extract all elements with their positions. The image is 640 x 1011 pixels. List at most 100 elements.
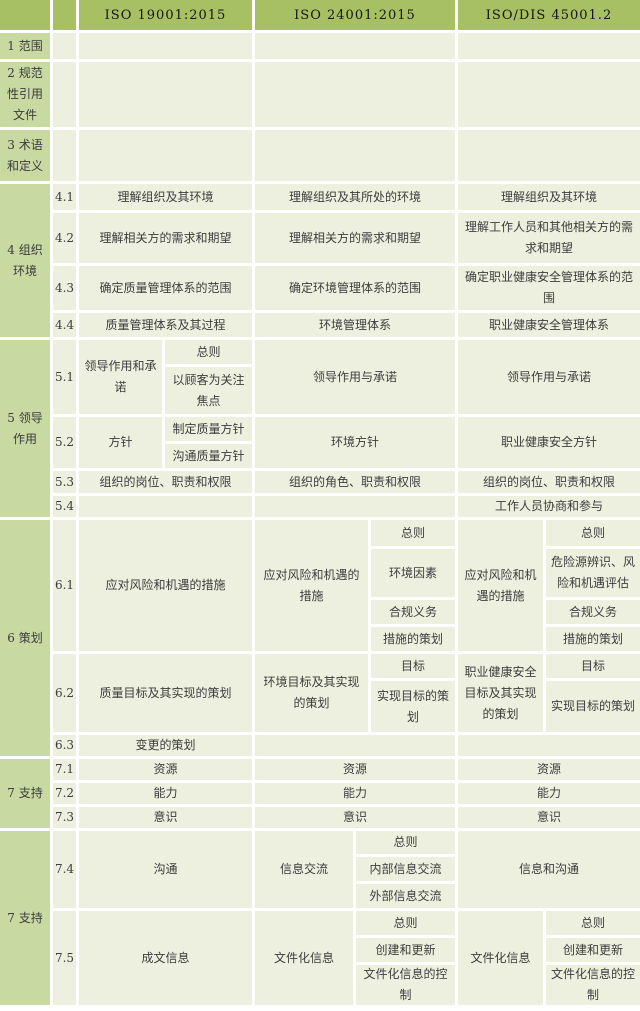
row-4-4-iso45001: 职业健康安全管理体系: [458, 313, 640, 337]
row-7-5-iso45001-sub-3: 文件化信息的控制: [546, 965, 640, 1005]
row-6-2-iso24001-sub-1: 目标: [371, 654, 455, 678]
row-1-iso45001: [458, 33, 640, 59]
row-7-5: 7.5 成文信息 文件化信息 总则 创建和更新 文件化信息的控制 文件化信息 总…: [53, 911, 640, 1005]
row-5-1-iso19001-sub-2: 以顾客为关注焦点: [165, 367, 252, 414]
clause-5-4: 5.4: [53, 496, 76, 517]
clause-7-5: 7.5: [53, 911, 76, 1005]
row-2: 2 规范性引用文件: [0, 62, 640, 127]
row-5-3-iso45001: 组织的岗位、职责和权限: [458, 471, 640, 493]
row-6-2: 6.2 质量目标及其实现的策划 环境目标及其实现的策划 目标 实现目标的策划 职…: [53, 654, 640, 732]
clause-7-1: 7.1: [53, 759, 76, 780]
row-7-5-iso45001-sub-2: 创建和更新: [546, 938, 640, 962]
row-6-1-iso19001: 应对风险和机遇的措施: [79, 520, 252, 651]
row-7-3: 7.3 意识 意识 意识: [53, 807, 640, 828]
clause-4-4: 4.4: [53, 313, 76, 337]
row-7-3-iso19001: 意识: [79, 807, 252, 828]
row-7-5-iso24001-sub-2: 创建和更新: [356, 938, 455, 962]
header-iso24001: ISO 24001:2015: [255, 0, 455, 30]
row-5-1-iso45001: 领导作用与承诺: [458, 340, 640, 414]
row-7-1-iso45001: 资源: [458, 759, 640, 780]
row-6-2-iso24001-sub-2: 实现目标的策划: [371, 681, 455, 732]
row-7-5-iso45001-sub-1: 总则: [546, 911, 640, 935]
row-4-2-iso24001: 理解相关方的需求和期望: [255, 213, 455, 263]
section-6-label: 6 策划: [0, 520, 50, 756]
row-6-1: 6.1 应对风险和机遇的措施 应对风险和机遇的措施 总则 环境因素 合规义务 措…: [53, 520, 640, 651]
section-7a-label: 7 支持: [0, 759, 50, 828]
clause-4-1: 4.1: [53, 184, 76, 210]
row-6-1-iso45001-subrows: 总则 危险源辨识、风险和机遇评估 合规义务 措施的策划: [546, 520, 640, 651]
row-6-1-iso24001-sub-3: 合规义务: [371, 600, 455, 624]
row-4-1-iso19001: 理解组织及其环境: [79, 184, 252, 210]
row-7-1-iso19001: 资源: [79, 759, 252, 780]
section-1-label: 1 范围: [0, 33, 50, 59]
row-6-1-iso45001-main: 应对风险和机遇的措施: [458, 520, 543, 651]
row-6-1-iso24001-sub-1: 总则: [371, 520, 455, 546]
row-4-1-iso45001: 理解组织及其环境: [458, 184, 640, 210]
row-5-2: 5.2 方针 制定质量方针 沟通质量方针 环境方针 职业健康安全方针: [53, 417, 640, 468]
row-3: 3 术语和定义: [0, 130, 640, 181]
header-iso45001: ISO/DIS 45001.2: [458, 0, 640, 30]
row-7-4-iso24001-subrows: 总则 内部信息交流 外部信息交流: [356, 831, 455, 908]
section-4: 4 组织环境 4.1 理解组织及其环境 理解组织及其所处的环境 理解组织及其环境…: [0, 184, 640, 337]
row-4-3: 4.3 确定质量管理体系的范围 确定环境管理体系的范围 确定职业健康安全管理体系…: [53, 266, 640, 310]
header-clause-cell: [53, 0, 76, 30]
row-7-4-iso24001-sub-3: 外部信息交流: [356, 884, 455, 908]
row-4-2-iso45001: 理解工作人员和其他相关方的需求和期望: [458, 213, 640, 263]
clause-6-3: 6.3: [53, 735, 76, 756]
row-1-iso24001: [255, 33, 455, 59]
clause-7-3: 7.3: [53, 807, 76, 828]
header-iso19001: ISO 19001:2015: [79, 0, 252, 30]
row-2-iso45001: [458, 62, 640, 127]
clause-4-3: 4.3: [53, 266, 76, 310]
clause-7-2: 7.2: [53, 783, 76, 804]
row-7-3-iso24001: 意识: [255, 807, 455, 828]
section-4-label: 4 组织环境: [0, 184, 50, 337]
section-7b-label: 7 支持: [0, 831, 50, 1005]
row-4-2: 4.2 理解相关方的需求和期望 理解相关方的需求和期望 理解工作人员和其他相关方…: [53, 213, 640, 263]
clause-5-1: 5.1: [53, 340, 76, 414]
row-7-5-iso24001-sub-1: 总则: [356, 911, 455, 935]
row-3-clause: [53, 130, 76, 181]
header-section-cell: [0, 0, 50, 30]
row-5-3: 5.3 组织的岗位、职责和权限 组织的角色、职责和权限 组织的岗位、职责和权限: [53, 471, 640, 493]
row-4-3-iso45001: 确定职业健康安全管理体系的范围: [458, 266, 640, 310]
row-1: 1 范围: [0, 33, 640, 59]
row-5-4-iso45001: 工作人员协商和参与: [458, 496, 640, 517]
clause-6-1: 6.1: [53, 520, 76, 651]
row-6-3-iso19001: 变更的策划: [79, 735, 252, 756]
row-5-4-iso19001: [79, 496, 252, 517]
row-6-2-iso24001-main: 环境目标及其实现的策划: [255, 654, 368, 732]
row-4-3-iso19001: 确定质量管理体系的范围: [79, 266, 252, 310]
row-7-4: 7.4 沟通 信息交流 总则 内部信息交流 外部信息交流 信息和沟通: [53, 831, 640, 908]
row-4-1: 4.1 理解组织及其环境 理解组织及其所处的环境 理解组织及其环境: [53, 184, 640, 210]
row-6-2-iso45001-sub-2: 实现目标的策划: [546, 681, 640, 732]
row-7-5-iso24001-sub-3: 文件化信息的控制: [356, 965, 455, 1005]
row-7-5-iso45001-subrows: 总则 创建和更新 文件化信息的控制: [546, 911, 640, 1005]
row-5-2-iso19001-sub-1: 制定质量方针: [165, 417, 252, 441]
section-7b: 7 支持 7.4 沟通 信息交流 总则 内部信息交流 外部信息交流 信息和沟通 …: [0, 831, 640, 1005]
row-2-iso19001: [79, 62, 252, 127]
row-6-2-iso45001-subrows: 目标 实现目标的策划: [546, 654, 640, 732]
row-4-4-iso19001: 质量管理体系及其过程: [79, 313, 252, 337]
row-7-4-iso24001-sub-2: 内部信息交流: [356, 857, 455, 881]
row-6-2-iso19001: 质量目标及其实现的策划: [79, 654, 252, 732]
row-5-1: 5.1 领导作用和承诺 总则 以顾客为关注焦点 领导作用与承诺 领导作用与承诺: [53, 340, 640, 414]
row-7-2-iso19001: 能力: [79, 783, 252, 804]
row-7-5-iso19001: 成文信息: [79, 911, 252, 1005]
row-6-3: 6.3 变更的策划: [53, 735, 640, 756]
row-7-5-iso24001-main: 文件化信息: [255, 911, 353, 1005]
row-6-2-iso45001-sub-1: 目标: [546, 654, 640, 678]
row-6-1-iso24001-sub-2: 环境因素: [371, 549, 455, 597]
clause-4-2: 4.2: [53, 213, 76, 263]
row-1-clause: [53, 33, 76, 59]
row-3-iso19001: [79, 130, 252, 181]
row-6-1-iso45001-sub-2: 危险源辨识、风险和机遇评估: [546, 549, 640, 597]
row-5-2-iso19001-sub-2: 沟通质量方针: [165, 444, 252, 468]
row-7-3-iso45001: 意识: [458, 807, 640, 828]
clause-7-4: 7.4: [53, 831, 76, 908]
row-6-3-iso45001: [458, 735, 640, 756]
row-5-3-iso24001: 组织的角色、职责和权限: [255, 471, 455, 493]
row-7-2-iso24001: 能力: [255, 783, 455, 804]
row-7-1-iso24001: 资源: [255, 759, 455, 780]
